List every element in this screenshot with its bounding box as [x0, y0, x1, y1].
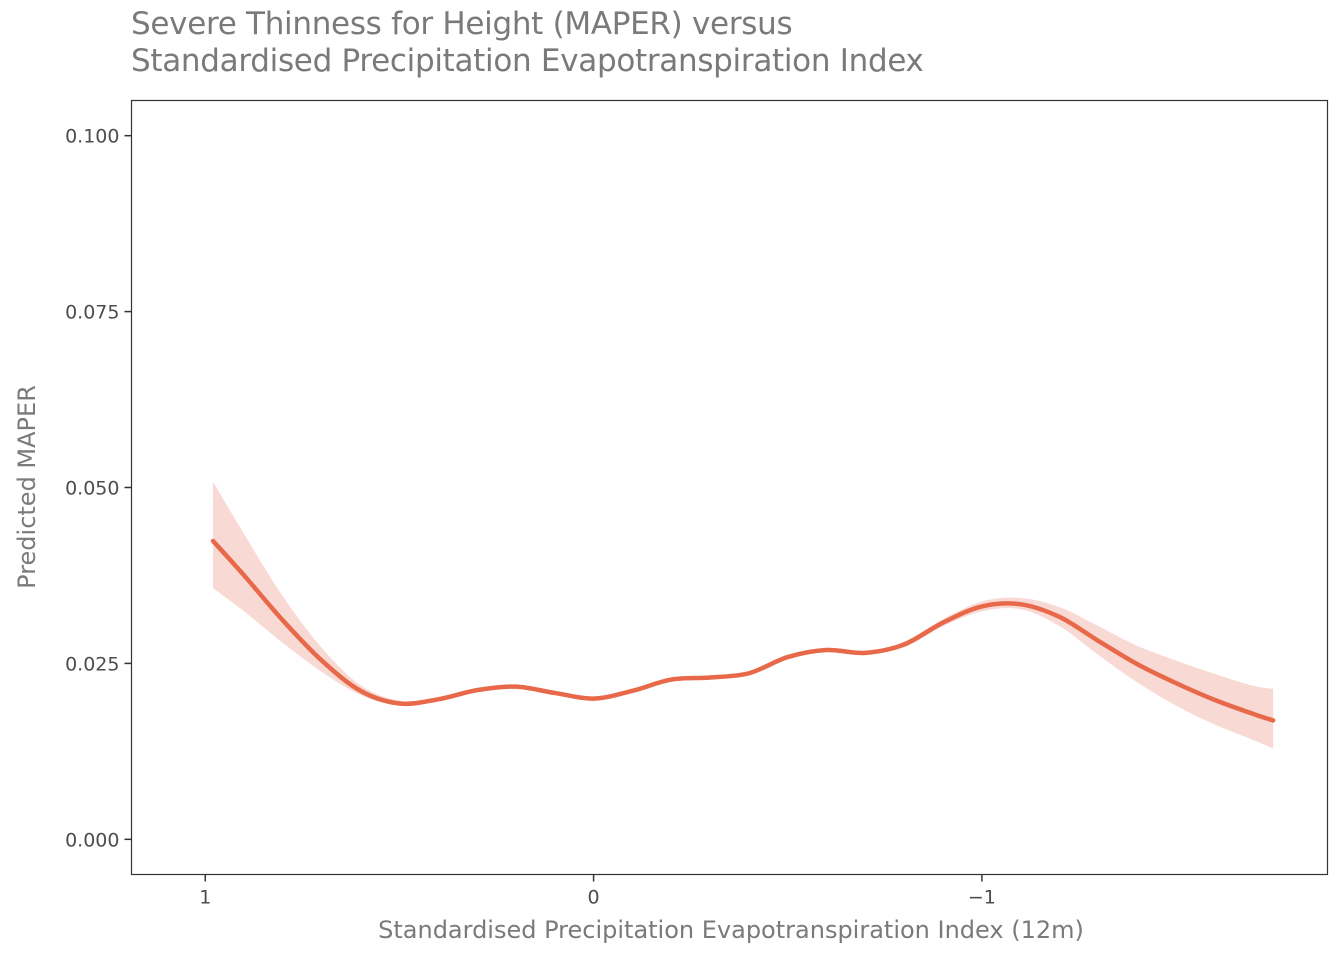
y-tick-label: 0.075: [65, 302, 119, 324]
panel-border: [130, 99, 1329, 876]
y-tick-label: 0.050: [65, 478, 119, 500]
plot-panel: [130, 99, 1329, 876]
y-tick-label: 0.025: [65, 653, 119, 675]
x-tick-label: −1: [968, 887, 996, 909]
chart-title-line-1: Severe Thinness for Height (MAPER) versu…: [131, 6, 793, 42]
chart-title: Severe Thinness for Height (MAPER) versu…: [131, 6, 924, 80]
x-tick-label: 0: [588, 887, 600, 909]
y-tick-label: 0.100: [65, 126, 119, 148]
x-axis-title: Standardised Precipitation Evapotranspir…: [378, 916, 1084, 944]
y-tick-label: 0.000: [65, 829, 119, 851]
y-axis-title: Predicted MAPER: [13, 385, 41, 589]
confidence-band: [213, 481, 1274, 749]
x-tick-label: 1: [199, 887, 211, 909]
y-axis: 0.000 0.025 0.050 0.075 0.100: [65, 126, 132, 851]
chart-title-line-2: Standardised Precipitation Evapotranspir…: [131, 43, 924, 79]
x-axis: 1 0 −1: [199, 874, 996, 909]
fitted-line: [210, 538, 1276, 723]
